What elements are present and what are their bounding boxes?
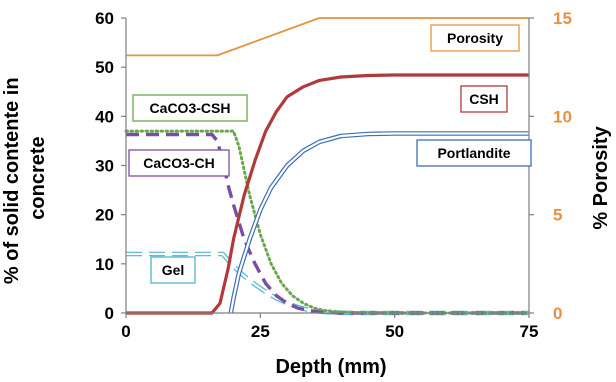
series-label-gel: Gel: [150, 256, 196, 284]
series-label-box: [150, 256, 196, 284]
y-tick-label-left: 50: [95, 58, 114, 77]
y-axis-title-left: % of solid contente in concrete: [1, 72, 49, 284]
x-tick-label: 50: [385, 322, 404, 341]
series-label-portlandite: Portlandite: [416, 139, 532, 167]
x-tick-label: 75: [520, 322, 539, 341]
series-line-csh: [126, 73, 529, 315]
y-tick-label-right: 10: [553, 107, 572, 126]
series-label-box: [430, 24, 520, 52]
series-label-text: Portlandite: [437, 145, 510, 161]
series-label-box: [128, 149, 230, 177]
series-label-text: CaCO3-CH: [143, 155, 215, 171]
series-label-box: [460, 85, 508, 113]
y-tick-label-left: 10: [95, 255, 114, 274]
series-line-portlandite-inner: [229, 132, 529, 314]
series-line-caco3-csh: [124, 129, 531, 315]
y-tick-label-left: 0: [105, 304, 114, 323]
y-tick-label-right: 5: [553, 206, 562, 225]
y-tick-label-left: 40: [95, 107, 114, 126]
series-labels: Porosity CSH CaCO3-CSH Portlandite CaCO3-CH G…: [128, 24, 532, 284]
series-label-box: [416, 139, 532, 167]
series-line-porosity: [126, 17, 529, 57]
y-tick-label-left: 30: [95, 157, 114, 176]
x-tick-label: 0: [121, 322, 130, 341]
series-label-text: CSH: [469, 91, 499, 107]
series-label-box: [132, 94, 248, 122]
series-label-text: Gel: [162, 262, 185, 278]
series-label-csh: CSH: [460, 85, 508, 113]
series-label-caco3-csh: CaCO3-CSH: [132, 94, 248, 122]
y-axis-title-right: % Porosity: [590, 125, 612, 229]
series-label-text: CaCO3-CSH: [150, 100, 231, 116]
y-tick-label-left: 20: [95, 206, 114, 225]
x-axis-title: Depth (mm): [275, 356, 386, 378]
series-label-caco3-ch: CaCO3-CH: [128, 149, 230, 177]
y-tick-label-left: 60: [95, 9, 114, 28]
ticks: 0 25 50 75 0 10 20 30 40 50 60 0 5 10 15: [95, 9, 572, 341]
y-tick-label-right: 0: [553, 304, 562, 323]
x-tick-label: 25: [251, 322, 270, 341]
y-tick-label-right: 15: [553, 9, 572, 28]
series-label-text: Porosity: [447, 30, 503, 46]
y-axis-title-left-line2: concrete: [27, 136, 49, 219]
y-axis-title-left-line1: % of solid contente in: [1, 77, 23, 284]
series-label-porosity: Porosity: [430, 24, 520, 52]
